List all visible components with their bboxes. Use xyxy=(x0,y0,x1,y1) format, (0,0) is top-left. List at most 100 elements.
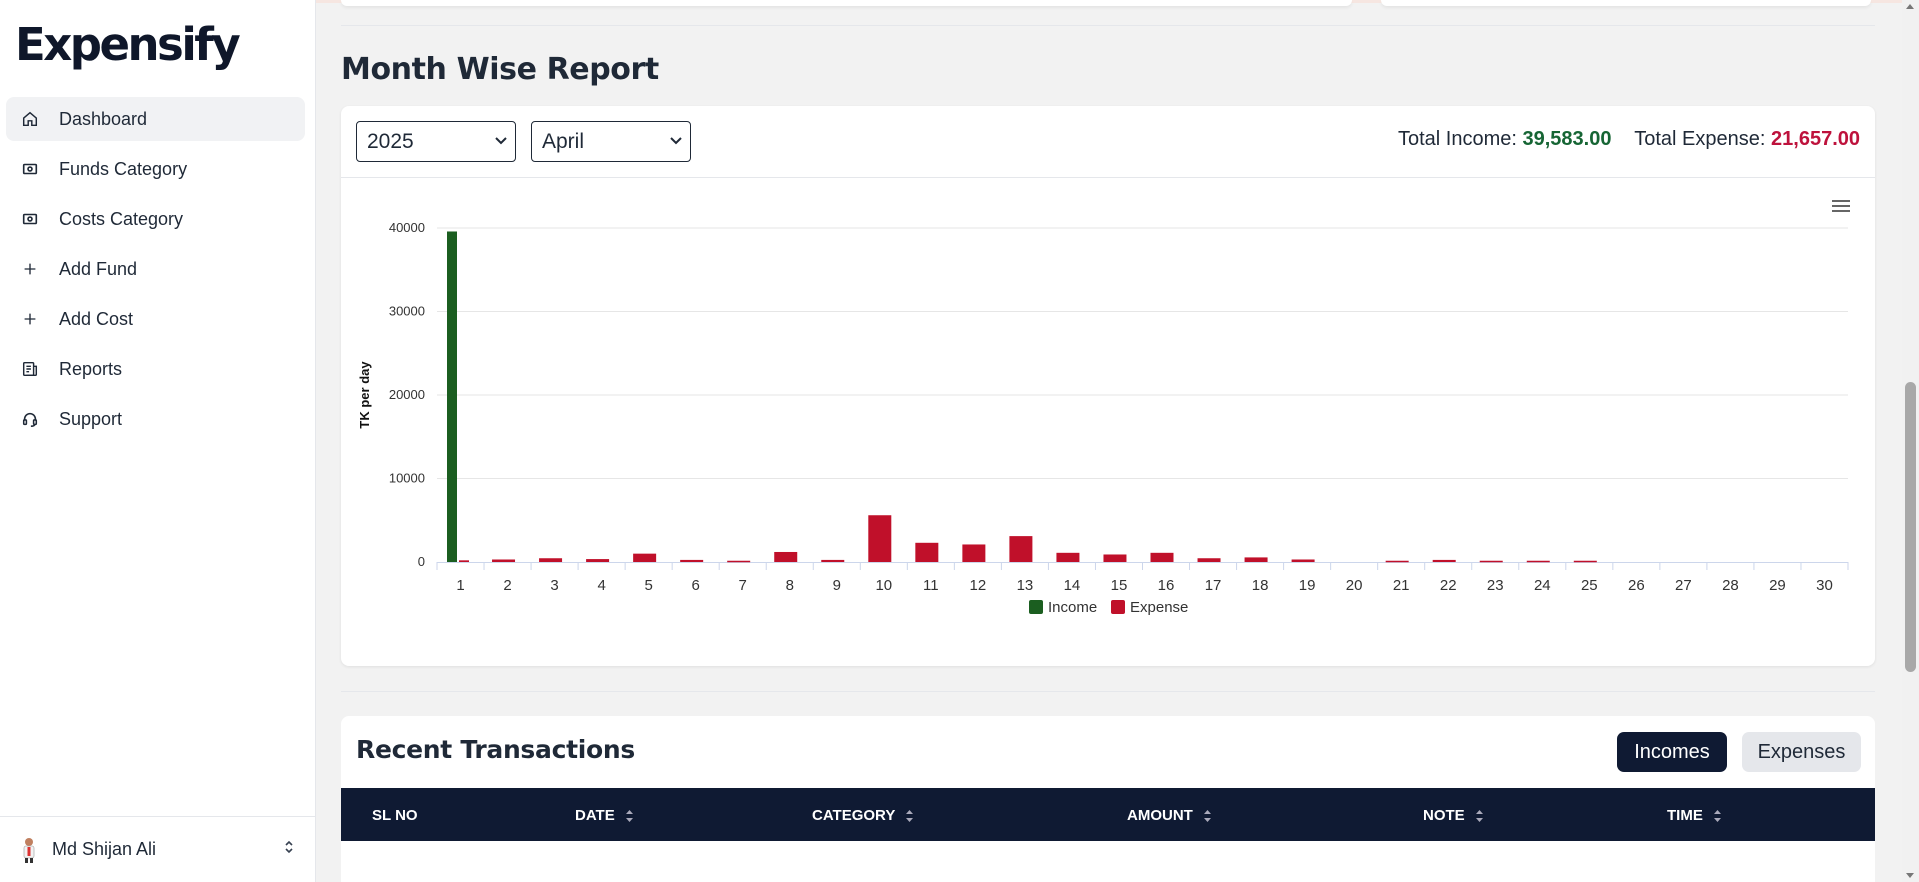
legend-income-swatch xyxy=(1029,600,1043,614)
chevron-up-down-icon[interactable] xyxy=(284,839,294,856)
bar-expense xyxy=(1197,558,1221,562)
x-tick-label: 21 xyxy=(1393,577,1410,594)
sort-icon[interactable] xyxy=(1475,809,1484,823)
sidebar-item-costs-category[interactable]: Costs Category xyxy=(6,197,305,241)
month-select[interactable]: April xyxy=(531,121,691,162)
column-header-note[interactable]: NOTE xyxy=(1423,807,1484,824)
x-tick-label: 1 xyxy=(456,577,464,594)
total-expense-value: 21,657.00 xyxy=(1771,128,1860,150)
x-tick-label: 20 xyxy=(1346,577,1363,594)
sort-icon[interactable] xyxy=(905,809,914,823)
x-tick-label: 26 xyxy=(1628,577,1645,594)
bar-expense xyxy=(1056,552,1080,562)
year-select[interactable]: 2025 xyxy=(356,121,516,162)
summary-card-edge xyxy=(341,0,1352,6)
report-filters: 2025 April xyxy=(356,121,691,162)
bar-expense xyxy=(459,560,469,562)
column-header-time[interactable]: TIME xyxy=(1667,807,1722,824)
x-tick-label: 10 xyxy=(875,577,892,594)
sidebar-item-label: Support xyxy=(59,408,123,429)
scroll-up-arrow-icon[interactable] xyxy=(1906,4,1914,9)
sidebar-nav: Dashboard Funds Category Costs Category … xyxy=(6,97,305,447)
incomes-tab-button[interactable]: Incomes xyxy=(1617,732,1727,772)
x-tick-label: 16 xyxy=(1158,577,1175,594)
column-header-label: AMOUNT xyxy=(1127,807,1193,824)
x-tick-label: 14 xyxy=(1064,577,1081,594)
sidebar-item-reports[interactable]: Reports xyxy=(6,347,305,391)
x-tick-label: 11 xyxy=(923,577,939,594)
y-axis-label: TK per day xyxy=(357,361,372,429)
sidebar-item-label: Add Fund xyxy=(59,258,138,279)
column-header-date[interactable]: DATE xyxy=(575,807,634,824)
page-scrollbar[interactable] xyxy=(1902,0,1919,882)
month-wise-report-card: 2025 April Total Income: 39,583.00 Total… xyxy=(341,106,1875,666)
scrollbar-thumb[interactable] xyxy=(1905,382,1916,672)
bar-expense xyxy=(962,544,986,562)
column-header-category[interactable]: CATEGORY xyxy=(812,807,914,824)
bar-expense xyxy=(1244,557,1268,562)
expenses-tab-button[interactable]: Expenses xyxy=(1742,732,1861,772)
x-tick-label: 13 xyxy=(1017,577,1034,594)
x-tick-label: 3 xyxy=(550,577,558,594)
x-tick-label: 27 xyxy=(1675,577,1692,594)
recent-transactions-card: Recent Transactions Incomes Expenses SL … xyxy=(341,716,1875,882)
column-header-label: TIME xyxy=(1667,807,1703,824)
app-logo[interactable]: Expensify xyxy=(15,18,241,71)
bar-expense xyxy=(1432,559,1456,562)
x-tick-label: 25 xyxy=(1581,577,1598,594)
x-tick-label: 2 xyxy=(503,577,511,594)
plus-icon xyxy=(20,309,40,329)
bar-expense xyxy=(680,559,704,562)
column-header-label: DATE xyxy=(575,807,615,824)
sidebar-item-label: Reports xyxy=(59,358,123,379)
x-tick-label: 23 xyxy=(1487,577,1504,594)
bar-expense xyxy=(1009,536,1033,562)
sidebar-item-add-fund[interactable]: Add Fund xyxy=(6,247,305,291)
sort-icon[interactable] xyxy=(1203,809,1212,823)
x-tick-label: 7 xyxy=(739,577,747,594)
sort-icon[interactable] xyxy=(625,809,634,823)
x-tick-label: 5 xyxy=(644,577,652,594)
x-tick-label: 9 xyxy=(833,577,841,594)
x-tick-label: 22 xyxy=(1440,577,1457,594)
month-wise-report-title: Month Wise Report xyxy=(341,52,659,87)
sidebar-item-dashboard[interactable]: Dashboard xyxy=(6,97,305,141)
x-tick-label: 19 xyxy=(1299,577,1316,594)
scroll-down-arrow-icon[interactable] xyxy=(1906,873,1914,878)
x-tick-label: 17 xyxy=(1205,577,1222,594)
summary-cards-bottom-edge xyxy=(341,0,1871,8)
chevron-down-icon xyxy=(495,137,507,145)
column-header-label: NOTE xyxy=(1423,807,1465,824)
section-divider xyxy=(341,25,1875,26)
sidebar: Expensify Dashboard Funds Category Costs… xyxy=(0,0,316,882)
plus-icon xyxy=(20,259,40,279)
summary-card-edge xyxy=(1381,0,1871,6)
headset-icon xyxy=(20,409,40,429)
sort-icon[interactable] xyxy=(1713,809,1722,823)
user-menu[interactable]: Md Shijan Ali xyxy=(0,816,316,882)
column-header-amount[interactable]: AMOUNT xyxy=(1127,807,1212,824)
chart-menu-icon[interactable] xyxy=(1831,199,1851,213)
bar-expense xyxy=(774,551,798,562)
x-tick-label: 15 xyxy=(1111,577,1128,594)
sidebar-item-add-cost[interactable]: Add Cost xyxy=(6,297,305,341)
bar-expense xyxy=(1103,554,1127,562)
sidebar-item-label: Dashboard xyxy=(59,108,148,129)
bar-expense xyxy=(1150,552,1174,562)
chevron-down-icon xyxy=(670,137,682,145)
sidebar-item-funds-category[interactable]: Funds Category xyxy=(6,147,305,191)
bar-income xyxy=(447,231,457,563)
money-icon xyxy=(20,159,40,179)
bar-expense xyxy=(821,559,845,562)
bar-expense xyxy=(915,542,939,562)
x-tick-label: 30 xyxy=(1816,577,1833,594)
x-tick-label: 4 xyxy=(597,577,605,594)
column-header-sl-no: SL NO xyxy=(372,807,418,824)
sidebar-item-support[interactable]: Support xyxy=(6,397,305,441)
total-expense-label: Total Expense: xyxy=(1634,128,1766,150)
bar-expense xyxy=(1385,560,1409,563)
y-tick-label: 40000 xyxy=(389,220,425,235)
legend-expense-swatch xyxy=(1111,600,1125,614)
bar-expense xyxy=(1291,559,1315,562)
